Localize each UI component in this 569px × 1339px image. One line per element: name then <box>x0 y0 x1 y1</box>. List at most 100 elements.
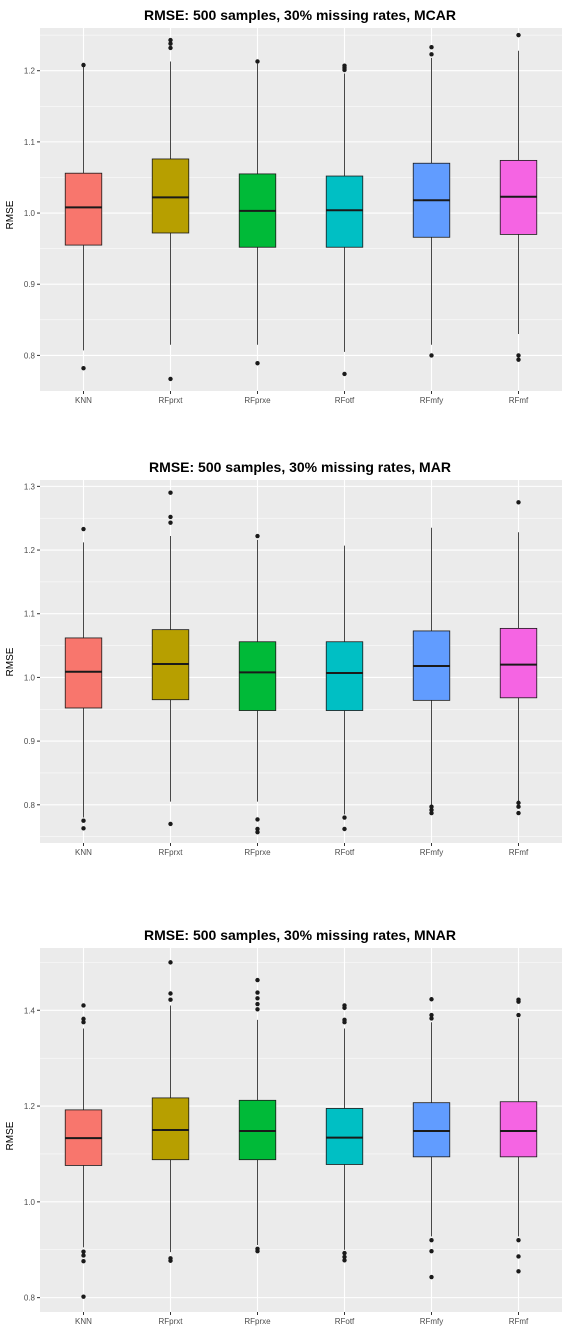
mar-y-tick-label: 1.0 <box>24 673 36 682</box>
mnar-outlier-point <box>516 1269 521 1274</box>
mar-outlier-point <box>429 807 434 813</box>
mnar-box-RFmfy <box>412 997 451 1280</box>
mcar-chart: RMSE: 500 samples, 30% missing rates, MC… <box>0 0 569 420</box>
mnar-outlier-point <box>81 1259 86 1264</box>
mnar-outlier-point <box>516 1237 521 1243</box>
mcar-y-axis-label: RMSE <box>5 200 16 229</box>
mnar-outlier-point <box>255 990 260 995</box>
mnar-box-RFprxe <box>238 977 277 1254</box>
mnar-outlier-point <box>429 1012 434 1018</box>
mcar-box-body <box>325 175 364 248</box>
mnar-box-body <box>499 1101 538 1158</box>
mnar-outlier-point <box>342 1254 347 1260</box>
mar-outlier-point <box>516 804 521 809</box>
mcar-outlier-point <box>342 63 347 68</box>
mcar-box-RFotf <box>325 63 364 377</box>
mar-x-tick-label: RFmf <box>509 848 529 857</box>
mnar-outlier-point <box>168 991 173 996</box>
mnar-x-tick-label: RFmfy <box>420 1317 444 1326</box>
mnar-box-RFotf <box>325 1003 364 1263</box>
mar-y-tick-label: 1.3 <box>24 482 36 491</box>
mnar-x-ticks: KNN RFprxt RFprxe RFotf RFmfy RFmf <box>75 1312 529 1326</box>
mcar-outlier-point <box>255 361 260 366</box>
mcar-boxes <box>64 32 538 382</box>
mar-x-tick-label: RFmfy <box>420 848 444 857</box>
mar-y-tick-label: 0.8 <box>24 801 36 810</box>
mnar-boxes <box>64 960 538 1299</box>
mcar-chart-title: RMSE: 500 samples, 30% missing rates, MC… <box>144 7 456 23</box>
mar-box-body <box>238 641 277 711</box>
mnar-x-tick-label: RFprxt <box>159 1317 184 1326</box>
mar-outlier-point <box>81 818 86 823</box>
mnar-y-tick-label: 0.8 <box>24 1294 36 1303</box>
mar-x-tick-label: RFprxe <box>244 848 271 857</box>
mcar-outlier-point <box>168 37 173 43</box>
mcar-x-tick-label: RFprxe <box>244 396 271 405</box>
mar-outlier-point <box>342 826 347 832</box>
mar-box-body <box>64 637 103 709</box>
mnar-outlier-point <box>429 1016 434 1021</box>
mar-y-ticks: 0.8 0.9 1.0 1.1 1.2 1.3 <box>24 482 40 810</box>
mnar-outlier-point <box>81 1016 86 1022</box>
mnar-box-RFprxt <box>151 960 190 1263</box>
mcar-plot-panel <box>40 28 562 391</box>
mar-y-tick-label: 0.9 <box>24 737 36 746</box>
mcar-outlier-point <box>81 62 86 68</box>
mar-box-RFprxt <box>151 490 190 827</box>
mcar-x-tick-label: RFotf <box>335 396 355 405</box>
mcar-box-RFmf <box>499 32 538 362</box>
mnar-y-axis-label: RMSE <box>5 1121 16 1150</box>
mcar-box-body <box>64 172 103 246</box>
mar-chart-svg: RMSE: 500 samples, 30% missing rates, MA… <box>5 459 562 857</box>
mnar-y-tick-label: 1.4 <box>24 1006 36 1015</box>
mar-y-tick-label: 1.1 <box>24 610 36 619</box>
mcar-outlier-point <box>168 376 173 382</box>
mnar-outlier-point <box>255 996 260 1001</box>
mcar-outlier-point <box>429 52 434 57</box>
mar-box-RFmfy <box>412 527 451 816</box>
mnar-chart: RMSE: 500 samples, 30% missing rates, MN… <box>0 918 569 1339</box>
mar-outlier-point <box>81 526 86 532</box>
mnar-plot-panel <box>40 948 562 1312</box>
mnar-outlier-point <box>342 1003 347 1008</box>
mnar-x-tick-label: RFprxe <box>244 1317 271 1326</box>
mar-outlier-point <box>516 800 521 806</box>
mcar-box-RFprxe <box>238 59 277 366</box>
mcar-y-tick-label: 0.8 <box>24 351 36 360</box>
mnar-outlier-point <box>81 1020 86 1025</box>
mnar-x-tick-label: RFmf <box>509 1317 529 1326</box>
mnar-outlier-point <box>516 1254 521 1259</box>
mar-outlier-point <box>255 817 260 822</box>
mnar-outlier-point <box>255 1246 260 1251</box>
mnar-x-tick-label: KNN <box>75 1317 92 1326</box>
mar-outlier-point <box>516 500 521 505</box>
mnar-outlier-point <box>168 997 173 1002</box>
mnar-outlier-point <box>429 1237 434 1243</box>
mar-box-KNN <box>64 526 103 831</box>
mnar-outlier-point <box>81 1294 86 1299</box>
mnar-x-tick-label: RFotf <box>335 1317 355 1326</box>
mnar-outlier-point <box>429 1274 434 1280</box>
mnar-outlier-point <box>516 1012 521 1018</box>
mcar-box-body <box>151 158 190 234</box>
mnar-outlier-point <box>255 977 260 983</box>
mar-box-RFotf <box>325 545 364 832</box>
mar-outlier-point <box>168 821 173 827</box>
mnar-outlier-point <box>255 1007 260 1012</box>
mnar-chart-title: RMSE: 500 samples, 30% missing rates, MN… <box>144 927 456 943</box>
mcar-y-tick-label: 1.1 <box>24 138 36 147</box>
mar-outlier-point <box>81 826 86 831</box>
mcar-outlier-point <box>168 45 173 51</box>
mcar-chart-svg: RMSE: 500 samples, 30% missing rates, MC… <box>5 7 562 405</box>
mar-outlier-point <box>168 514 173 520</box>
mcar-box-RFmfy <box>412 45 451 358</box>
mar-outlier-point <box>516 810 521 816</box>
mnar-outlier-point <box>342 1017 347 1023</box>
mnar-outlier-point <box>342 1258 347 1263</box>
mcar-outlier-point <box>516 32 521 38</box>
mar-box-body <box>499 627 538 699</box>
mcar-outlier-point <box>342 371 347 377</box>
mnar-outlier-point <box>516 997 521 1002</box>
mar-outlier-point <box>255 826 260 832</box>
mnar-outlier-point <box>255 1001 260 1007</box>
